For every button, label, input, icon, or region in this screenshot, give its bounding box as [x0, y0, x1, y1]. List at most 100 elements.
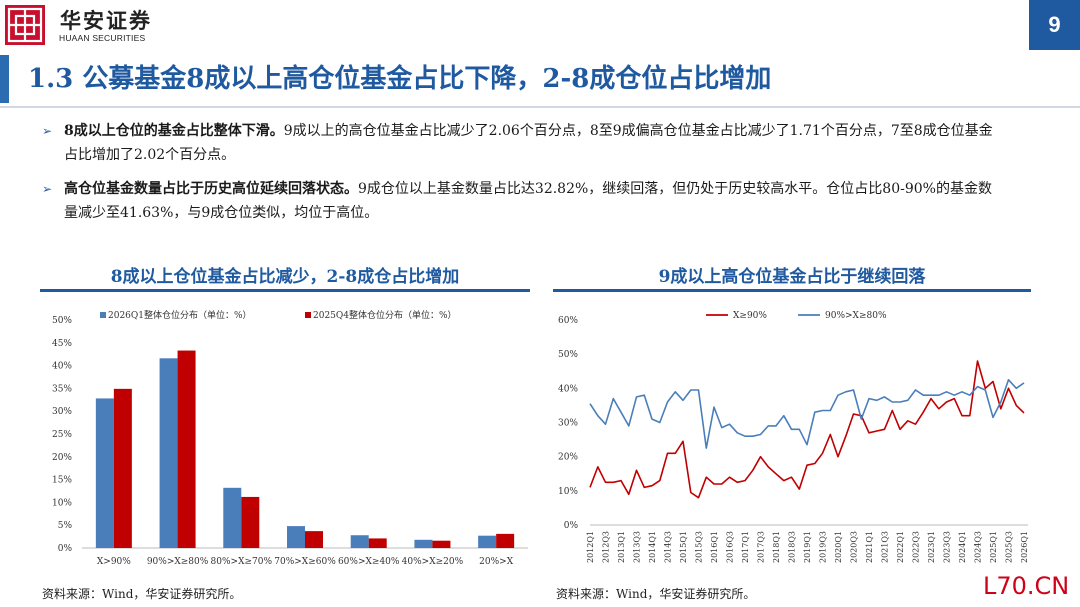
legend-label: 90%>X≥80%	[825, 311, 887, 321]
left-source-note: 资料来源：Wind，华安证券研究所。	[42, 587, 242, 601]
y-tick-label: 0%	[58, 544, 73, 554]
x-tick-label: 2016Q1	[710, 531, 719, 563]
y-tick-label: 50%	[52, 316, 72, 326]
bar-2026q1	[95, 398, 114, 548]
x-tick-label: 2017Q1	[741, 531, 750, 563]
x-tick-label: 2021Q3	[881, 531, 890, 563]
y-tick-label: 40%	[52, 362, 72, 372]
bullet-2-text: 9成仓位以上基金数量占比达32.82%，继续回落，但仍处于历史较高水平。仓位占比…	[64, 181, 992, 221]
x-tick-label: 2021Q1	[865, 531, 874, 563]
x-tick-label: 2015Q3	[695, 531, 704, 563]
y-tick-label: 25%	[52, 430, 72, 440]
x-tick-label: 2015Q1	[679, 531, 688, 563]
y-tick-label: 15%	[52, 476, 72, 486]
x-tick-label: 2012Q1	[586, 531, 595, 563]
legend-label: X≥90%	[733, 311, 767, 321]
left-chart-title-rule	[40, 289, 530, 292]
position-distribution-bar-chart: 0% 5% 10% 15% 20% 25% 30% 35% 40% 45% 50% X>90% 90%>…	[52, 309, 528, 567]
bullet-arrow-icon: ➢	[42, 182, 53, 196]
bar-2025q4	[177, 350, 196, 548]
bar-2026q1	[287, 526, 305, 548]
bar-2026q1	[414, 539, 433, 548]
y-tick-label: 60%	[558, 316, 578, 326]
title-accent-bar	[0, 55, 9, 103]
x-tick-label: 2024Q1	[958, 531, 967, 563]
x-tick-label: 2013Q3	[633, 531, 642, 563]
x-tick-label: 2026Q1	[1020, 531, 1029, 563]
x-tick-label: 40%>X≥20%	[402, 557, 464, 567]
x-tick-label: 2025Q3	[1005, 531, 1014, 563]
x-tick-label: 2013Q1	[617, 531, 626, 563]
x-tick-label: 2017Q3	[757, 531, 766, 563]
series-line-above-90	[589, 360, 1025, 499]
bar-2026q1	[159, 358, 178, 548]
left-chart-title: 8成以上仓位基金占比减少，2-8成仓占比增加	[110, 267, 460, 287]
x-tick-label: 2012Q3	[602, 531, 611, 563]
x-tick-label: 2014Q3	[664, 531, 673, 563]
bar-2025q4	[305, 531, 323, 548]
high-position-ratio-line-chart: 0% 10% 20% 30% 40% 50% 60% 2012Q1 2012Q3 2013Q1 20…	[558, 311, 1029, 563]
x-tick-label: 90%>X≥80%	[147, 557, 209, 567]
legend-swatch	[100, 312, 106, 318]
page-title: 1.3 公募基金8成以上高仓位基金占比下降，2-8成仓位占比增加	[28, 64, 772, 94]
title-divider	[0, 106, 1080, 108]
x-tick-label: 2020Q3	[850, 531, 859, 563]
x-tick-label: 2016Q3	[726, 531, 735, 563]
y-tick-label: 30%	[52, 407, 72, 417]
x-tick-label: 2022Q3	[912, 531, 921, 563]
x-tick-label: 2020Q1	[834, 531, 843, 563]
x-tick-label: 60%>X≥40%	[338, 557, 400, 567]
watermark: L70.CN	[983, 572, 1070, 600]
y-tick-label: 0%	[564, 521, 579, 531]
page-number: 9	[1029, 0, 1080, 50]
x-tick-label: 2019Q1	[803, 531, 812, 563]
bullet-2: ➢ 高仓位基金数量占比于历史高位延续回落状态。9成仓位以上基金数量占比达32.8…	[42, 177, 1002, 225]
right-chart-title-rule	[553, 289, 1031, 292]
x-tick-label: 2023Q1	[927, 531, 936, 563]
bar-2026q1	[223, 487, 242, 548]
y-tick-label: 45%	[52, 339, 72, 349]
right-source-note: 资料来源：Wind，华安证券研究所。	[556, 587, 756, 601]
x-tick-label: 2018Q3	[788, 531, 797, 563]
y-tick-label: 5%	[58, 521, 73, 531]
y-tick-label: 20%	[52, 453, 72, 463]
y-tick-label: 10%	[52, 498, 72, 508]
bar-2025q4	[241, 496, 260, 548]
legend-label: 2025Q4整体仓位分布（单位：%）	[313, 309, 457, 321]
x-tick-label: 2018Q1	[772, 531, 781, 563]
brand-name-cn: 华安证券	[60, 8, 152, 33]
x-tick-label: 2023Q3	[943, 531, 952, 563]
x-tick-label: 2022Q1	[896, 531, 905, 563]
bar-2025q4	[496, 533, 515, 548]
huaan-logo	[5, 5, 45, 45]
y-tick-label: 50%	[558, 350, 578, 360]
x-tick-label: 80%>X≥70%	[211, 557, 273, 567]
bar-2026q1	[478, 535, 497, 548]
y-tick-label: 40%	[558, 384, 578, 394]
x-tick-label: X>90%	[97, 557, 131, 567]
x-tick-label: 70%>X≥60%	[274, 557, 336, 567]
bullet-2-bold: 高仓位基金数量占比于历史高位延续回落状态。	[64, 181, 358, 197]
bar-2026q1	[350, 535, 369, 548]
bar-2025q4	[432, 540, 451, 548]
legend-label: 2026Q1整体仓位分布（单位：%）	[108, 309, 252, 321]
x-tick-label: 2019Q3	[819, 531, 828, 563]
x-tick-label: 2024Q3	[974, 531, 983, 563]
bar-2025q4	[113, 388, 132, 548]
bullet-1-text: 9成以上的高仓位基金占比减少了2.06个百分点，8至9成偏高仓位基金占比减少了1…	[64, 123, 993, 163]
bullet-arrow-icon: ➢	[42, 124, 53, 138]
bar-2025q4	[368, 538, 387, 548]
brand-name-en: HUAAN SECURITIES	[59, 33, 146, 43]
y-tick-label: 35%	[52, 384, 72, 394]
bullet-1-bold: 8成以上仓位的基金占比整体下滑。	[64, 123, 284, 139]
x-tick-label: 20%>X	[479, 557, 514, 567]
y-tick-label: 20%	[558, 453, 578, 463]
x-tick-label: 2025Q1	[989, 531, 998, 563]
y-tick-label: 10%	[558, 487, 578, 497]
legend-swatch	[305, 312, 311, 318]
right-chart-title: 9成以上高仓位基金占比于继续回落	[658, 267, 926, 287]
bullet-1: ➢ 8成以上仓位的基金占比整体下滑。9成以上的高仓位基金占比减少了2.06个百分…	[42, 119, 1002, 167]
series-line-80-to-90	[589, 379, 1025, 449]
x-tick-label: 2014Q1	[648, 531, 657, 563]
y-tick-label: 30%	[558, 419, 578, 429]
